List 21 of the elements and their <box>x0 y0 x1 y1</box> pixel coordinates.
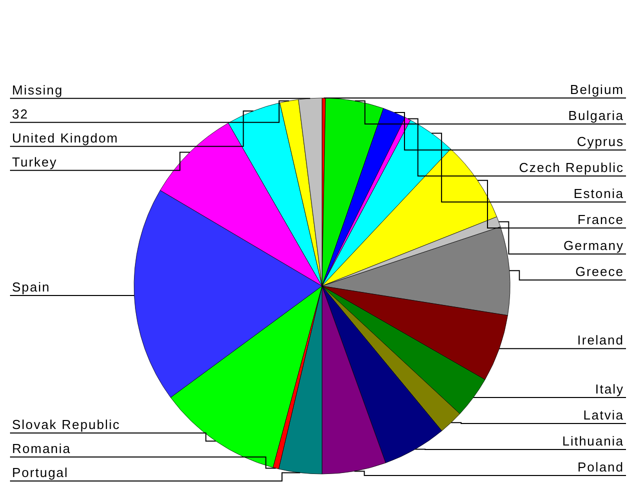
slice-label: Romania <box>12 441 72 456</box>
slice-label: Bulgaria <box>568 108 624 124</box>
slice-label: Spain <box>12 279 50 294</box>
slice-label: Czech Republic <box>518 160 624 176</box>
slice-label: United Kingdom <box>12 130 118 146</box>
slice-label: Estonia <box>574 186 624 202</box>
slice-label: Portugal <box>12 465 68 480</box>
slice-label: 32 <box>12 106 28 122</box>
slice-label: Germany <box>564 238 624 254</box>
slice-label: Italy <box>595 381 624 396</box>
slice-label: France <box>578 212 624 228</box>
slice-label: Cyprus <box>576 134 624 150</box>
slice-label: Greece <box>575 264 624 280</box>
slice-label: Ireland <box>577 332 624 348</box>
slice-label: Missing <box>12 82 64 98</box>
slice-label: Latvia <box>583 407 624 422</box>
slice-label: Lithuania <box>562 433 624 448</box>
slice-label: Slovak Republic <box>12 417 120 432</box>
slice-label: Turkey <box>12 154 58 170</box>
slice-label: Poland <box>578 459 624 474</box>
slice-label: Belgium <box>570 82 624 98</box>
